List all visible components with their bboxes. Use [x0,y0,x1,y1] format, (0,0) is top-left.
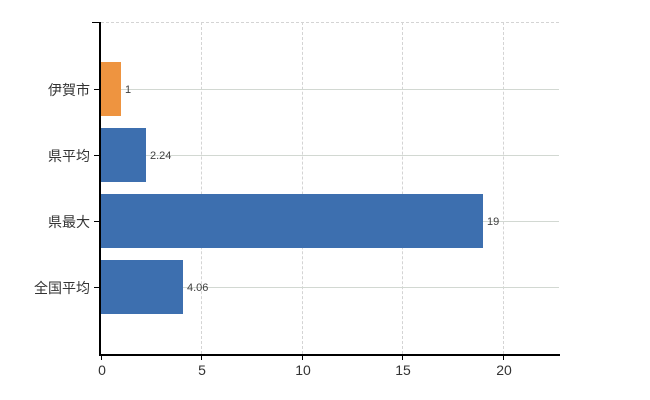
category-label: 全国平均 [34,280,90,296]
x-tick-label: 10 [295,362,311,378]
horizontal-gridline [101,287,559,288]
vertical-gridline [201,22,202,354]
category-label: 伊賀市 [48,82,90,98]
x-axis-tick [101,354,102,360]
vertical-gridline [302,22,303,354]
bar [101,128,146,182]
y-axis-tick [94,155,101,156]
x-tick-label: 20 [496,362,512,378]
category-label: 県平均 [48,148,90,164]
y-axis-tick [94,221,101,222]
x-tick-label: 15 [395,362,411,378]
y-axis-tick [94,89,101,90]
bar-value-label: 1 [125,84,132,96]
x-axis-tick [503,354,504,360]
x-axis-line [99,354,560,356]
plot-area: 1 2.24 19 4.06 [101,22,559,354]
bar-value-label: 4.06 [187,282,209,294]
x-tick-label: 5 [198,362,206,378]
y-axis-tick [94,287,101,288]
horizontal-gridline [101,89,559,90]
bar [101,62,121,116]
y-axis-line [99,22,101,356]
vertical-gridline [402,22,403,354]
x-axis-tick [402,354,403,360]
x-tick-label: 0 [98,362,106,378]
bar-value-label: 2.24 [150,150,172,162]
vertical-gridline [503,22,504,354]
bar [101,194,483,248]
plot-top-border [101,22,559,23]
x-axis-tick [302,354,303,360]
bar [101,260,183,314]
category-label: 県最大 [48,214,90,230]
y-axis-top-tick [92,22,99,23]
horizontal-gridline [101,155,559,156]
x-axis-tick [201,354,202,360]
bar-value-label: 19 [487,216,500,228]
